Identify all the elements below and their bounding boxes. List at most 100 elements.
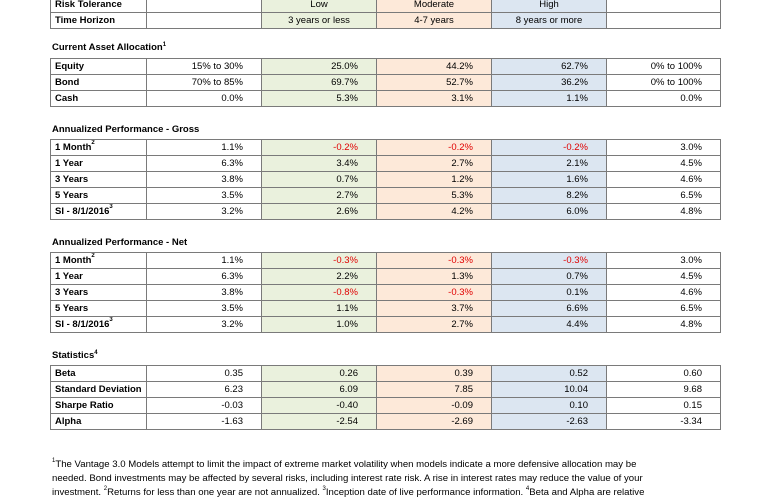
table-cell: 6.5% — [606, 187, 721, 204]
table-cell: 2.7% — [261, 187, 377, 204]
table-row: Risk Tolerance Low Moderate High — [50, 0, 721, 13]
table-row: Alpha -1.63 -2.54 -2.69 -2.63 -3.34 — [50, 413, 721, 430]
table-cell: 0% to 100% — [606, 74, 721, 91]
table-row: Equity 15% to 30% 25.0% 44.2% 62.7% 0% to 100… — [50, 58, 721, 75]
table-cell: 5.3% — [261, 90, 377, 107]
table-cell: -0.8% — [261, 284, 377, 301]
row-label: 1 Year — [50, 268, 147, 285]
table-cell: 1.1% — [491, 90, 607, 107]
row-label: 1 Year — [50, 155, 147, 172]
table-cell: 4.8% — [606, 316, 721, 333]
table-cell: 2.7% — [376, 155, 492, 172]
table-row: 1 Year 6.3% 3.4% 2.7% 2.1% 4.5% — [50, 155, 721, 172]
table-row: SI - 8/1/20163 3.2% 1.0% 2.7% 4.4% 4.8% — [50, 316, 721, 333]
table-cell: 0.26 — [261, 365, 377, 382]
table-cell: 2.1% — [491, 155, 607, 172]
table-cell: 44.2% — [376, 58, 492, 75]
table-cell: -0.09 — [376, 397, 492, 414]
table-cell: 3.5% — [146, 187, 262, 204]
table-cell: 4.2% — [376, 203, 492, 220]
table-cell: 0.35 — [146, 365, 262, 382]
table-cell: 1.1% — [146, 139, 262, 156]
table-cell: 4.8% — [606, 203, 721, 220]
table-cell: 0.7% — [261, 171, 377, 188]
table-cell: 2.7% — [376, 316, 492, 333]
table-cell: 1.3% — [376, 268, 492, 285]
table-cell: -2.69 — [376, 413, 492, 430]
table-cell: 69.7% — [261, 74, 377, 91]
table-cell: 62.7% — [491, 58, 607, 75]
table-cell: -0.3% — [261, 252, 377, 269]
row-label: Bond — [50, 74, 147, 91]
table-cell: 0.39 — [376, 365, 492, 382]
net-heading: Annualized Performance - Net — [52, 237, 188, 248]
table-cell: -0.3% — [376, 284, 492, 301]
gross-performance-table: 1 Month2 1.1% -0.2% -0.2% -0.2% 3.0% 1 Year 6.3… — [50, 139, 721, 220]
table-cell: 10.04 — [491, 381, 607, 398]
table-cell: 4.4% — [491, 316, 607, 333]
table-cell: 52.7% — [376, 74, 492, 91]
table-cell: -3.34 — [606, 413, 721, 430]
table-cell: 8.2% — [491, 187, 607, 204]
table-cell: 0.7% — [491, 268, 607, 285]
table-cell: -0.3% — [491, 252, 607, 269]
table-cell: High — [491, 0, 607, 13]
table-cell: 4.6% — [606, 171, 721, 188]
table-cell: 0.1% — [491, 284, 607, 301]
net-performance-table: 1 Month2 1.1% -0.3% -0.3% -0.3% 3.0% 1 Year 6.3… — [50, 252, 721, 333]
table-cell: 9.68 — [606, 381, 721, 398]
table-cell: 1.0% — [261, 316, 377, 333]
table-cell: 3.4% — [261, 155, 377, 172]
row-label: Risk Tolerance — [50, 0, 147, 13]
table-cell: 70% to 85% — [146, 74, 262, 91]
table-cell: 3.2% — [146, 203, 262, 220]
table-row: Cash 0.0% 5.3% 3.1% 1.1% 0.0% — [50, 90, 721, 107]
table-cell: 6.6% — [491, 300, 607, 317]
table-row: Beta 0.35 0.26 0.39 0.52 0.60 — [50, 365, 721, 382]
table-cell: 6.09 — [261, 381, 377, 398]
table-cell: 4-7 years — [376, 12, 492, 29]
table-cell: 1.1% — [261, 300, 377, 317]
table-cell: 3.5% — [146, 300, 262, 317]
table-cell: 6.3% — [146, 155, 262, 172]
table-cell: 3.0% — [606, 252, 721, 269]
table-cell: 0.0% — [146, 90, 262, 107]
table-cell — [606, 12, 721, 29]
row-label: Beta — [50, 365, 147, 382]
table-cell: 6.5% — [606, 300, 721, 317]
table-cell: 6.0% — [491, 203, 607, 220]
table-row: SI - 8/1/20163 3.2% 2.6% 4.2% 6.0% 4.8% — [50, 203, 721, 220]
row-label: Standard Deviation — [50, 381, 147, 398]
table-row: Time Horizon 3 years or less 4-7 years 8 ye… — [50, 12, 721, 29]
row-label: Alpha — [50, 413, 147, 430]
table-cell: Low — [261, 0, 377, 13]
table-row: Standard Deviation 6.23 6.09 7.85 10.04 9.68 — [50, 381, 721, 398]
table-cell: 2.2% — [261, 268, 377, 285]
table-row: 3 Years 3.8% -0.8% -0.3% 0.1% 4.6% — [50, 284, 721, 301]
table-cell: 3.1% — [376, 90, 492, 107]
row-label: 3 Years — [50, 284, 147, 301]
table-row: 5 Years 3.5% 2.7% 5.3% 8.2% 6.5% — [50, 187, 721, 204]
table-cell: 3 years or less — [261, 12, 377, 29]
allocation-heading: Current Asset Allocation1 — [52, 42, 167, 53]
table-cell: -0.2% — [376, 139, 492, 156]
table-cell: -2.54 — [261, 413, 377, 430]
table-cell: 0.60 — [606, 365, 721, 382]
table-cell: 4.5% — [606, 155, 721, 172]
row-label: Sharpe Ratio — [50, 397, 147, 414]
table-cell — [606, 0, 721, 13]
table-cell: 0% to 100% — [606, 58, 721, 75]
table-row: 1 Month2 1.1% -0.2% -0.2% -0.2% 3.0% — [50, 139, 721, 156]
row-label: Cash — [50, 90, 147, 107]
table-cell: 6.23 — [146, 381, 262, 398]
row-label: Equity — [50, 58, 147, 75]
row-label: 5 Years — [50, 187, 147, 204]
table-cell: 0.52 — [491, 365, 607, 382]
table-cell: 0.15 — [606, 397, 721, 414]
table-cell: 8 years or more — [491, 12, 607, 29]
row-label: 1 Month2 — [50, 139, 147, 156]
statistics-table: Beta 0.35 0.26 0.39 0.52 0.60 Standard Deviati… — [50, 365, 721, 430]
table-cell: 1.2% — [376, 171, 492, 188]
table-cell: 3.7% — [376, 300, 492, 317]
table-cell: -2.63 — [491, 413, 607, 430]
